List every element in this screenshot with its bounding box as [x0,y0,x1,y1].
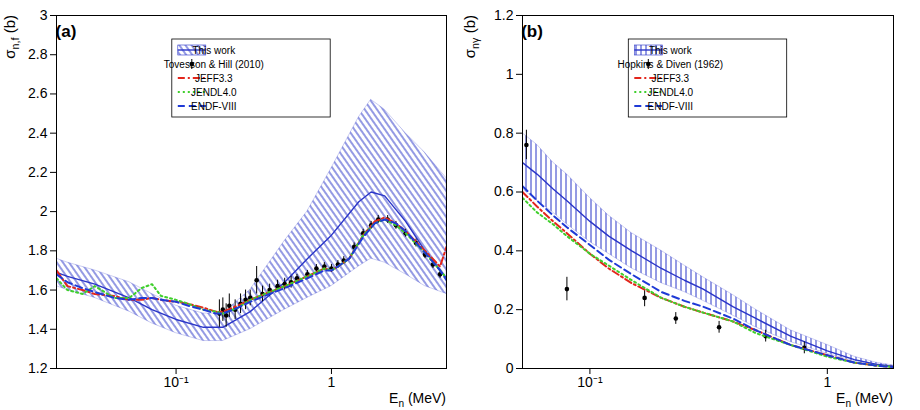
svg-text:(b): (b) [521,22,543,41]
svg-text:1.4: 1.4 [28,321,48,337]
svg-text:2.6: 2.6 [28,85,48,101]
svg-text:Hopkins & Diven (1962): Hopkins & Diven (1962) [617,59,723,70]
svg-text:10⁻¹: 10⁻¹ [577,374,603,390]
svg-text:En (MeV): En (MeV) [389,390,446,409]
svg-text:0.6: 0.6 [494,183,514,199]
svg-text:JEFF3.3: JEFF3.3 [651,73,689,84]
svg-text:This work: This work [192,45,236,56]
svg-text:(a): (a) [56,22,77,41]
svg-text:2.4: 2.4 [28,125,48,141]
svg-text:ENDF-VIII: ENDF-VIII [191,101,237,112]
svg-text:1: 1 [506,66,514,82]
svg-text:σn,f (b): σn,f (b) [1,15,21,59]
svg-text:10⁻¹: 10⁻¹ [163,374,189,390]
svg-text:0.2: 0.2 [494,301,514,317]
svg-text:1.2: 1.2 [494,7,514,23]
svg-text:1.6: 1.6 [28,282,48,298]
svg-text:En (MeV): En (MeV) [836,390,893,409]
svg-text:0: 0 [506,360,514,376]
svg-text:ENDF-VIII: ENDF-VIII [648,101,694,112]
svg-text:JENDL4.0: JENDL4.0 [191,87,237,98]
svg-text:This work: This work [649,45,693,56]
svg-text:Tovesson & Hill (2010): Tovesson & Hill (2010) [164,59,264,70]
svg-text:JEFF3.3: JEFF3.3 [195,73,233,84]
svg-text:1: 1 [823,374,831,390]
svg-text:0.4: 0.4 [494,242,514,258]
svg-text:1: 1 [328,374,336,390]
svg-text:σnγ (b): σnγ (b) [461,15,481,58]
svg-text:2.8: 2.8 [28,46,48,62]
svg-text:1.8: 1.8 [28,242,48,258]
svg-text:0.8: 0.8 [494,125,514,141]
svg-text:1.2: 1.2 [28,360,48,376]
svg-text:3: 3 [40,7,48,23]
svg-text:JENDL4.0: JENDL4.0 [648,87,694,98]
svg-text:2: 2 [40,203,48,219]
svg-text:2.2: 2.2 [28,164,48,180]
